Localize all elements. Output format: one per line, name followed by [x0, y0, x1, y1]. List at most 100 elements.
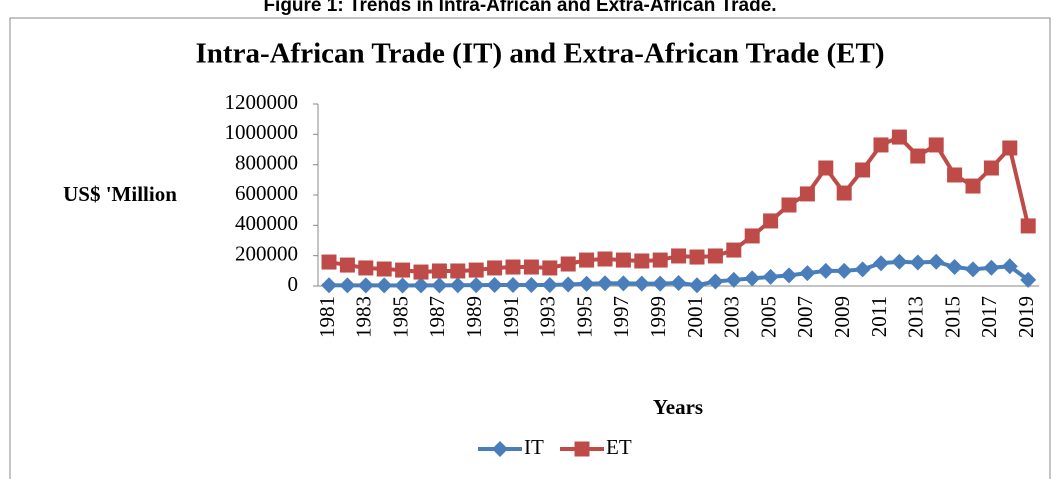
x-tick-label: 1991	[499, 296, 523, 338]
data-point	[357, 277, 374, 294]
data-point	[763, 213, 779, 229]
data-point	[523, 276, 540, 293]
x-tick-label: 2007	[793, 296, 817, 338]
x-tick-label: 1983	[352, 296, 376, 338]
data-point	[689, 277, 705, 294]
x-tick-label: 1993	[536, 296, 560, 338]
data-point	[965, 261, 981, 278]
data-point	[633, 275, 650, 292]
y-tick-label: 1200000	[225, 90, 299, 114]
data-point	[799, 265, 816, 282]
x-tick-label: 2005	[756, 296, 780, 338]
data-point	[983, 259, 1000, 276]
data-point	[781, 197, 797, 213]
data-point	[395, 262, 411, 278]
x-tick-label: 1981	[315, 296, 339, 338]
data-point	[413, 264, 429, 280]
data-point	[817, 262, 834, 279]
data-point	[652, 252, 668, 268]
data-point	[431, 263, 447, 279]
data-point	[965, 178, 981, 194]
legend-marker	[492, 441, 508, 457]
legend-marker	[574, 441, 590, 457]
data-point	[744, 228, 760, 244]
data-point	[707, 273, 724, 290]
y-tick-label: 400000	[235, 211, 298, 235]
legend-label: IT	[524, 435, 544, 459]
y-tick-label: 800000	[235, 150, 298, 174]
data-point	[671, 248, 687, 264]
x-tick-label: 1997	[609, 296, 633, 338]
y-tick-label: 0	[288, 272, 299, 296]
data-point	[1002, 140, 1018, 156]
data-point	[873, 137, 889, 153]
data-point	[505, 276, 521, 293]
data-point	[321, 254, 337, 270]
data-point	[909, 254, 926, 271]
data-point	[891, 129, 907, 145]
x-tick-label: 2017	[977, 296, 1001, 338]
data-point	[597, 251, 613, 267]
data-point	[597, 275, 613, 292]
data-point	[707, 248, 723, 264]
data-point	[321, 277, 337, 294]
data-point	[818, 160, 834, 176]
data-point	[726, 242, 742, 258]
data-point	[358, 260, 374, 276]
data-point	[615, 275, 632, 292]
data-point	[854, 261, 871, 278]
data-point	[910, 148, 926, 164]
data-point	[413, 277, 429, 294]
x-tick-label: 2009	[830, 296, 854, 338]
data-point	[339, 277, 356, 294]
y-tick-label: 200000	[235, 241, 298, 265]
data-point	[762, 268, 779, 285]
data-point	[1001, 258, 1018, 275]
data-point	[542, 260, 558, 276]
x-tick-label: 1989	[462, 296, 486, 338]
data-point	[486, 276, 503, 293]
data-point	[615, 252, 631, 268]
data-point	[560, 256, 576, 272]
x-tick-label: 1995	[572, 296, 596, 338]
data-point	[468, 262, 484, 278]
data-point	[450, 263, 466, 279]
data-point	[578, 275, 595, 292]
data-point	[634, 253, 650, 269]
data-point	[449, 277, 466, 294]
data-point	[579, 252, 595, 268]
y-tick-label: 600000	[235, 181, 298, 205]
data-point	[928, 137, 944, 153]
data-point	[689, 249, 705, 265]
data-point	[339, 257, 355, 273]
data-point	[670, 274, 687, 291]
y-axis-label: US$ 'Million	[63, 182, 177, 206]
data-point	[560, 276, 577, 293]
data-point	[744, 270, 761, 287]
data-point	[781, 267, 797, 284]
data-point	[505, 259, 521, 275]
data-point	[725, 271, 742, 288]
y-tick-label: 1000000	[225, 120, 299, 144]
x-tick-label: 2011	[867, 296, 891, 337]
chart-title: Intra-African Trade (IT) and Extra-Afric…	[196, 38, 885, 70]
data-point	[947, 167, 963, 183]
data-point	[376, 261, 392, 277]
x-tick-label: 1987	[425, 296, 449, 338]
data-point	[394, 277, 411, 294]
x-tick-label: 2003	[720, 296, 744, 338]
data-point	[946, 259, 963, 276]
legend-label: ET	[606, 435, 632, 459]
figure-caption: Figure 1: Trends in Intra-African and Ex…	[263, 0, 776, 16]
x-tick-label: 2015	[940, 296, 964, 338]
data-point	[836, 185, 852, 201]
data-point	[1020, 271, 1037, 288]
data-point	[891, 253, 908, 270]
data-point	[983, 160, 999, 176]
data-point	[468, 277, 485, 294]
data-point	[873, 255, 889, 272]
x-tick-label: 1999	[646, 296, 670, 338]
x-tick-label: 1985	[388, 296, 412, 338]
